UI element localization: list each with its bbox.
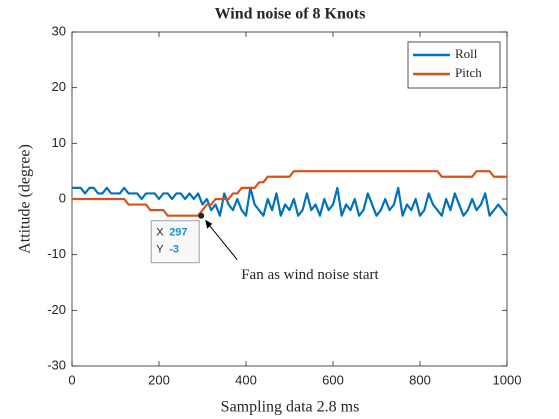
chart-title: Wind noise of 8 Knots <box>215 6 366 23</box>
datatip-x-label: X <box>156 227 164 239</box>
y-tick-label: -20 <box>47 302 66 317</box>
datatip-x-value: 297 <box>169 227 187 239</box>
x-tick-label: 800 <box>409 372 431 387</box>
arrow-head <box>205 219 213 229</box>
y-tick-label: -10 <box>47 246 66 261</box>
y-tick-label: 20 <box>52 79 66 94</box>
x-tick-label: 600 <box>322 372 344 387</box>
legend-box <box>407 41 501 89</box>
datatip-box <box>150 220 200 264</box>
x-tick-label: 400 <box>235 372 257 387</box>
annotation: Fan as wind noise start <box>241 267 379 283</box>
datatip-y-value: -3 <box>169 244 179 256</box>
x-tick-label: 0 <box>68 372 75 387</box>
x-tick-label: 1000 <box>493 372 522 387</box>
legend-label: Roll <box>455 46 478 61</box>
y-tick-label: 0 <box>59 190 66 205</box>
y-axis-label: Attitude (degree) <box>17 144 34 254</box>
y-tick-label: 30 <box>52 23 66 38</box>
datatip-y-label: Y <box>156 244 164 256</box>
series-line <box>72 186 508 217</box>
x-axis-label: Sampling data 2.8 ms <box>221 399 360 416</box>
x-tick-label: 200 <box>148 372 170 387</box>
legend-label: Pitch <box>455 65 482 80</box>
y-tick-label: -30 <box>47 357 66 372</box>
datatip-marker <box>198 212 205 219</box>
annotation-arrow <box>206 222 238 261</box>
series-line <box>72 170 507 217</box>
y-tick-label: 10 <box>52 135 66 150</box>
